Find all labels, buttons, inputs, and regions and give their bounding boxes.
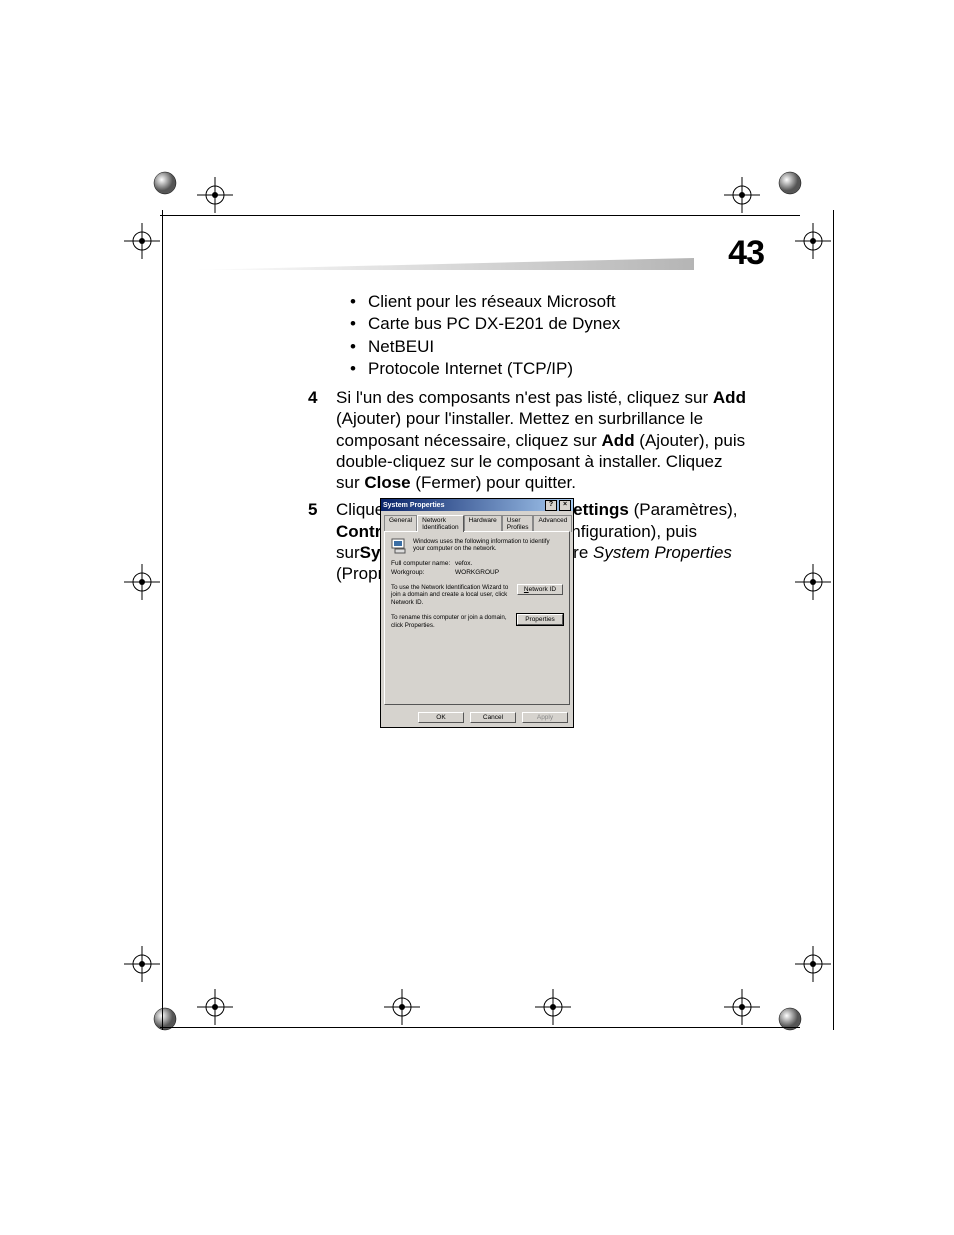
dialog-pane: Windows uses the following information t… [384, 531, 570, 705]
list-item: Client pour les réseaux Microsoft [350, 291, 748, 312]
registration-line [833, 210, 834, 1030]
registration-sphere-icon [145, 999, 185, 1039]
registration-cross-icon [195, 987, 235, 1027]
registration-line [162, 210, 163, 1030]
computer-icon [391, 538, 409, 554]
step-number: 4 [308, 387, 336, 493]
network-id-desc: To use the Network Identification Wizard… [391, 584, 511, 606]
dialog-tabs: General Network Identification Hardware … [381, 511, 573, 531]
page-number: 43 [728, 234, 764, 273]
registration-cross-icon [722, 987, 762, 1027]
registration-cross-icon [122, 944, 162, 984]
registration-cross-icon [122, 562, 162, 602]
dialog-title: System Properties [383, 502, 444, 509]
apply-button[interactable]: Apply [522, 712, 568, 723]
tab-general[interactable]: General [384, 515, 417, 532]
properties-button[interactable]: Properties [517, 614, 563, 625]
tab-hardware[interactable]: Hardware [464, 515, 502, 532]
workgroup-label: Workgroup: [391, 569, 455, 576]
ok-button[interactable]: OK [418, 712, 464, 723]
registration-sphere-icon [770, 163, 810, 203]
tab-network-identification[interactable]: Network Identification [417, 515, 463, 532]
full-computer-name-label: Full computer name: [391, 560, 455, 567]
registration-cross-icon [793, 944, 833, 984]
properties-desc: To rename this computer or join a domain… [391, 614, 511, 629]
registration-line [160, 215, 800, 216]
step-4: 4 Si l'un des composants n'est pas listé… [308, 387, 748, 493]
network-id-button[interactable]: Network ID [517, 584, 563, 595]
registration-cross-icon [722, 175, 762, 215]
system-properties-dialog: System Properties ? × General Network Id… [380, 498, 574, 728]
list-item: Protocole Internet (TCP/IP) [350, 358, 748, 379]
step-text: Si l'un des composants n'est pas listé, … [336, 387, 748, 493]
tab-user-profiles[interactable]: User Profiles [502, 515, 534, 532]
registration-cross-icon [793, 221, 833, 261]
list-item: NetBEUI [350, 336, 748, 357]
help-icon[interactable]: ? [545, 500, 557, 511]
tab-advanced[interactable]: Advanced [533, 515, 572, 532]
registration-cross-icon [382, 987, 422, 1027]
registration-cross-icon [122, 221, 162, 261]
step-number: 5 [308, 499, 336, 584]
manual-page: 43 Client pour les réseaux MicrosoftCart… [0, 0, 954, 1235]
workgroup-value: WORKGROUP [455, 569, 499, 576]
full-computer-name-value: vefox. [455, 560, 472, 567]
registration-sphere-icon [770, 999, 810, 1039]
header-wedge [190, 258, 694, 270]
registration-line [160, 1027, 800, 1028]
registration-cross-icon [533, 987, 573, 1027]
registration-cross-icon [793, 562, 833, 602]
component-list: Client pour les réseaux MicrosoftCarte b… [350, 291, 748, 379]
dialog-info-text: Windows uses the following information t… [413, 538, 563, 554]
page-header: 43 [190, 244, 764, 270]
cancel-button[interactable]: Cancel [470, 712, 516, 723]
registration-cross-icon [195, 175, 235, 215]
registration-sphere-icon [145, 163, 185, 203]
list-item: Carte bus PC DX-E201 de Dynex [350, 313, 748, 334]
dialog-titlebar[interactable]: System Properties ? × [381, 499, 573, 511]
close-icon[interactable]: × [559, 500, 571, 511]
